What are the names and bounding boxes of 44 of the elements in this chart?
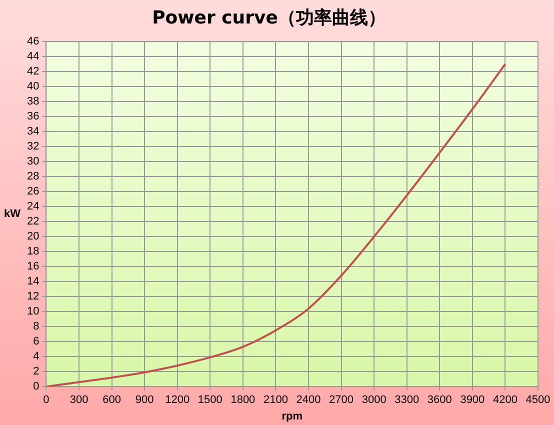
y-tick-label: 28	[26, 170, 40, 183]
x-tick-label: 1800	[230, 394, 256, 406]
chart-title: Power curve（功率曲线）	[152, 7, 386, 28]
x-tick-label: 3300	[394, 394, 420, 406]
line-series	[46, 63, 506, 387]
y-tick-label: 6	[33, 336, 40, 348]
y-tick-label: 14	[26, 276, 40, 288]
y-tick-label: 24	[26, 200, 40, 213]
y-tick-label: 26	[26, 186, 40, 198]
y-tick-label: 2	[33, 366, 40, 378]
x-tick-label: 300	[70, 394, 88, 406]
y-tick-label: 44	[26, 50, 40, 63]
x-tick-label: 4500	[526, 394, 550, 406]
y-tick-label: 40	[26, 80, 40, 93]
x-tick-label: 900	[135, 394, 154, 406]
y-tick-label: 34	[26, 126, 40, 138]
y-tick-label: 12	[26, 290, 40, 303]
x-tick-label: 3000	[362, 394, 386, 406]
x-tick-label: 3600	[427, 394, 452, 406]
y-tick-label: 10	[26, 306, 40, 318]
y-tick-label: 8	[33, 320, 40, 333]
x-tick-label: 2400	[296, 394, 321, 406]
y-tick-label: 22	[26, 216, 40, 228]
y-tick-label: 42	[26, 66, 40, 78]
x-axis-title: rpm	[282, 410, 303, 422]
x-tick-label: 2700	[329, 394, 354, 406]
y-tick-label: 46	[26, 36, 40, 48]
y-tick-label: 30	[26, 156, 40, 168]
x-tick-label: 2100	[263, 394, 288, 406]
x-tick-label: 1500	[198, 394, 222, 406]
x-tick-label: 0	[43, 394, 50, 406]
y-tick-label: 18	[26, 246, 40, 258]
x-tick-label: 4200	[492, 394, 518, 406]
y-axis-title: kW	[4, 208, 22, 220]
y-tick-label: 16	[26, 260, 40, 273]
y-tick-label: 4	[33, 350, 40, 363]
y-tick-label: 0	[33, 380, 40, 393]
y-tick-label: 20	[26, 230, 40, 243]
x-tick-label: 600	[102, 394, 121, 406]
x-tick-label: 1200	[165, 394, 190, 406]
y-tick-label: 32	[26, 140, 40, 153]
x-tick-label: 3900	[460, 394, 485, 406]
y-tick-label: 36	[26, 110, 40, 123]
y-tick-label: 38	[26, 96, 40, 108]
